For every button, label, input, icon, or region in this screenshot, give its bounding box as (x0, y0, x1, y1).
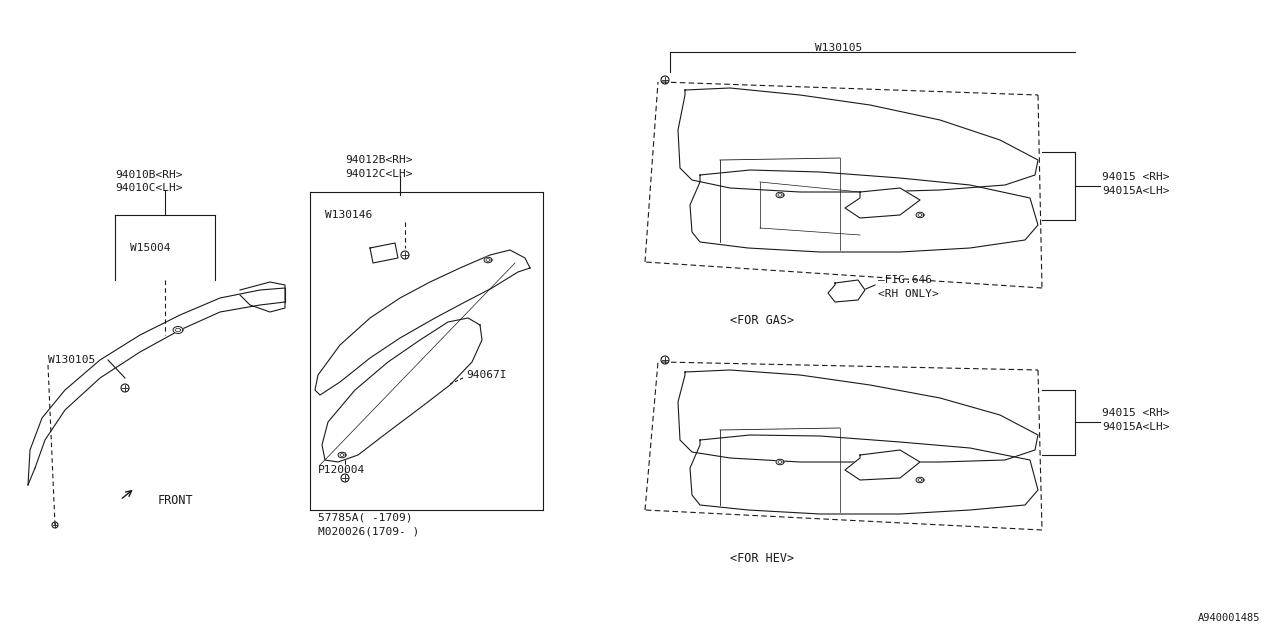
Polygon shape (845, 188, 920, 218)
Text: 94015 <RH>: 94015 <RH> (1102, 408, 1170, 418)
Polygon shape (776, 192, 783, 198)
Text: 94015A<LH>: 94015A<LH> (1102, 186, 1170, 196)
Polygon shape (315, 250, 530, 395)
Polygon shape (690, 170, 1038, 252)
Polygon shape (828, 280, 865, 302)
Polygon shape (916, 477, 924, 483)
Polygon shape (28, 288, 285, 485)
Text: <FOR HEV>: <FOR HEV> (730, 552, 794, 564)
Text: W15004: W15004 (131, 243, 170, 253)
Polygon shape (845, 450, 920, 480)
Polygon shape (678, 88, 1038, 192)
Text: <FOR GAS>: <FOR GAS> (730, 314, 794, 326)
Polygon shape (323, 318, 483, 462)
Text: W130146: W130146 (325, 210, 372, 220)
Text: <RH ONLY>: <RH ONLY> (878, 289, 938, 299)
Text: 94015A<LH>: 94015A<LH> (1102, 422, 1170, 432)
Text: 57785A( -1709): 57785A( -1709) (317, 513, 412, 523)
Text: 94010B<RH>: 94010B<RH> (115, 170, 183, 180)
Polygon shape (173, 326, 183, 333)
Polygon shape (776, 460, 783, 465)
Polygon shape (916, 212, 924, 218)
Text: —FIG.646: —FIG.646 (878, 275, 932, 285)
Text: 94010C<LH>: 94010C<LH> (115, 183, 183, 193)
Polygon shape (370, 243, 398, 263)
Text: W130105: W130105 (49, 355, 95, 365)
Text: FRONT: FRONT (157, 493, 193, 506)
Text: M020026(1709- ): M020026(1709- ) (317, 527, 420, 537)
Text: 94012C<LH>: 94012C<LH> (346, 169, 412, 179)
Text: P120004: P120004 (317, 465, 365, 475)
Polygon shape (338, 452, 346, 458)
Text: 94015 <RH>: 94015 <RH> (1102, 172, 1170, 182)
Text: A940001485: A940001485 (1198, 613, 1260, 623)
Polygon shape (678, 370, 1038, 462)
Polygon shape (690, 435, 1038, 514)
Text: W130105: W130105 (815, 43, 863, 53)
Text: 94067I: 94067I (466, 370, 507, 380)
Polygon shape (484, 257, 492, 263)
Text: 94012B<RH>: 94012B<RH> (346, 155, 412, 165)
